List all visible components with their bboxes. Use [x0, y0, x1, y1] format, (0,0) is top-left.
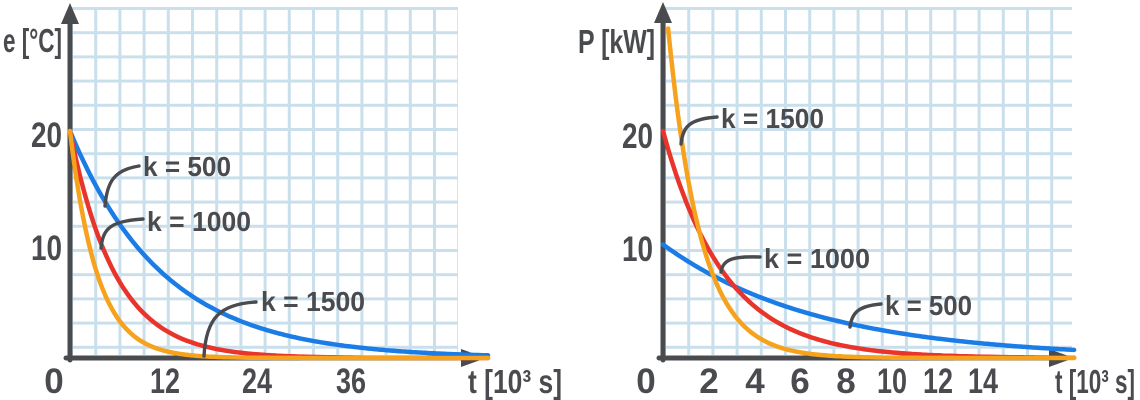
x-tick-12: 12 [923, 362, 953, 400]
annotation-k1500: k = 1500 [721, 103, 824, 134]
annotation-k1500: k = 1500 [261, 286, 365, 317]
leader-k1500 [202, 300, 258, 358]
y-axis-arrow-icon [654, 2, 672, 23]
annotation-k1000: k = 1000 [147, 206, 251, 237]
annotation-k1000: k = 1000 [764, 243, 870, 274]
x-axis-label: t [10³ s] [1055, 363, 1135, 400]
x-tick-36: 36 [336, 362, 366, 400]
leader-k1000 [719, 255, 762, 274]
annotation-k500: k = 500 [143, 151, 231, 182]
y-tick-20: 20 [622, 117, 653, 156]
grid-background [70, 7, 458, 355]
x-tick-12: 12 [150, 362, 180, 400]
leader-k500 [103, 164, 141, 208]
y-axis-label: e [°C] [3, 22, 62, 59]
x-tick-0: 0 [636, 362, 655, 400]
x-tick-4: 4 [745, 362, 765, 400]
curve-k1500 [67, 128, 491, 361]
annotation-k500: k = 500 [885, 290, 972, 321]
leader-k500 [848, 302, 883, 329]
y-axis-label: P [kW] [578, 23, 655, 60]
left-chart: k = 500 k = 1000 k = 1500 e [°C] t [10³ … [3, 3, 562, 400]
leader-k1000 [99, 217, 145, 250]
x-tick-6: 6 [790, 362, 809, 400]
x-tick-8: 8 [836, 362, 855, 400]
grid-background [663, 7, 1072, 355]
curve-k500 [67, 128, 491, 358]
x-tick-14: 14 [968, 362, 998, 400]
right-chart: k = 1500 k = 1000 k = 500 P [kW] t [10³ … [578, 2, 1135, 400]
x-axis-label: t [10³ s] [468, 363, 562, 400]
x-tick-0: 0 [44, 362, 63, 400]
y-tick-10: 10 [31, 229, 62, 268]
curve-k1500 [665, 26, 1077, 361]
x-tick-24: 24 [242, 362, 272, 400]
y-tick-20: 20 [31, 116, 62, 155]
y-axis-arrow-icon [61, 3, 79, 24]
x-tick-2: 2 [699, 362, 718, 400]
y-tick-10: 10 [622, 230, 653, 269]
leader-k1500 [679, 115, 719, 146]
x-tick-10: 10 [877, 362, 907, 400]
